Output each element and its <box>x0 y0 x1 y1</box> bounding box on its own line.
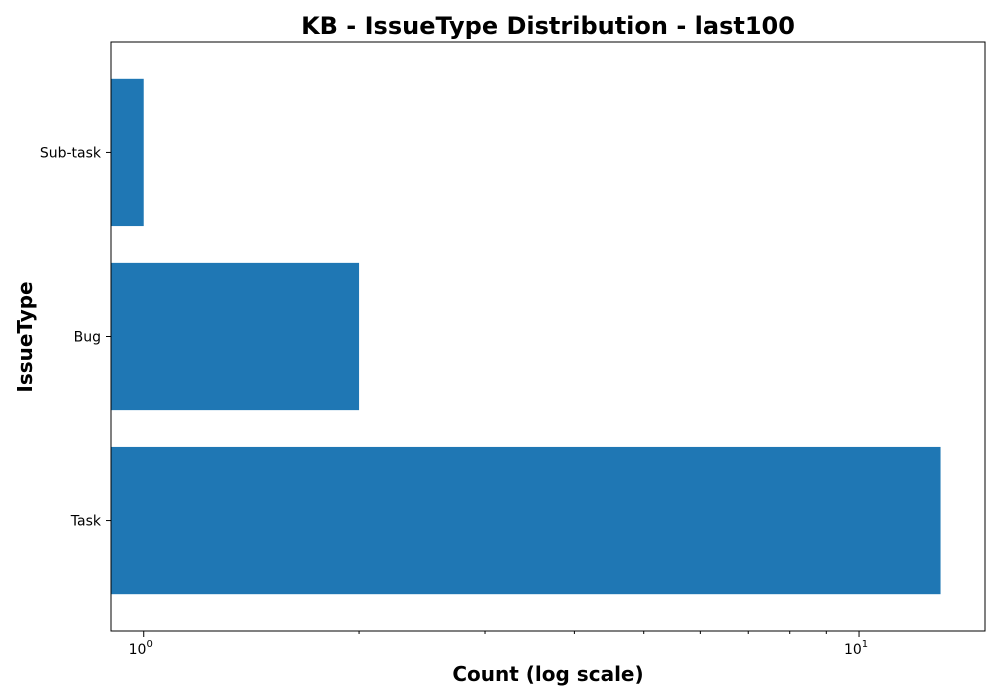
x-axis-label: Count (log scale) <box>452 662 643 686</box>
chart-title: KB - IssueType Distribution - last100 <box>301 12 795 40</box>
y-tick-label: Task <box>70 514 102 530</box>
bar-bug <box>111 262 360 411</box>
x-tick-label: 100 <box>129 639 153 658</box>
bar-task <box>111 446 941 595</box>
x-tick-label: 101 <box>844 639 868 658</box>
bar-sub-task <box>111 78 144 227</box>
y-axis-label: IssueType <box>13 281 37 392</box>
y-tick-label: Sub-task <box>40 145 102 161</box>
x-axis-ticks: 100 101 <box>129 631 868 658</box>
y-tick-label: Bug <box>74 330 101 346</box>
bars-layer <box>111 78 941 595</box>
y-axis-ticks: Sub-task Bug Task <box>40 145 111 530</box>
